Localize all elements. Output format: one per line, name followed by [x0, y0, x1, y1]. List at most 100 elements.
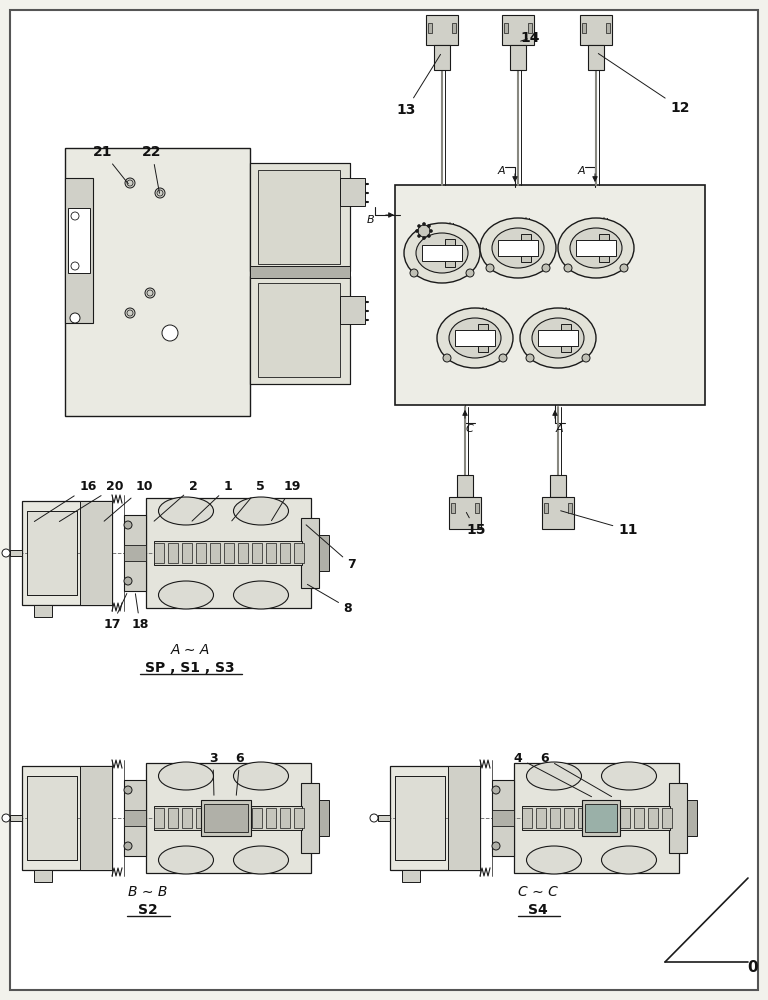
Text: 0: 0 — [748, 960, 758, 974]
Bar — [669, 783, 687, 853]
Bar — [455, 330, 495, 346]
Bar — [27, 776, 77, 860]
Bar — [168, 543, 178, 563]
Bar — [258, 170, 340, 264]
Bar — [395, 776, 445, 860]
Bar — [196, 808, 206, 828]
Text: 6: 6 — [541, 752, 611, 797]
Bar — [662, 808, 672, 828]
Bar — [10, 550, 22, 556]
Text: C: C — [465, 424, 473, 434]
Circle shape — [2, 549, 10, 557]
Bar — [550, 808, 560, 828]
Bar — [250, 163, 350, 271]
Bar — [576, 240, 616, 256]
Text: 1: 1 — [192, 481, 233, 521]
Bar — [564, 808, 574, 828]
Bar — [449, 497, 481, 529]
Bar — [10, 815, 22, 821]
Bar — [280, 808, 290, 828]
Bar — [65, 148, 250, 416]
Ellipse shape — [233, 497, 289, 525]
Bar — [238, 808, 248, 828]
Bar — [536, 808, 546, 828]
Circle shape — [429, 230, 432, 232]
Bar — [124, 810, 146, 826]
Ellipse shape — [527, 846, 581, 874]
Circle shape — [418, 234, 421, 237]
Circle shape — [526, 354, 534, 362]
Circle shape — [620, 264, 628, 272]
Bar — [544, 503, 548, 513]
Text: B: B — [367, 215, 375, 225]
Bar — [498, 240, 538, 256]
Bar — [395, 776, 445, 860]
Circle shape — [124, 842, 132, 850]
Bar — [521, 234, 531, 262]
Text: 19: 19 — [271, 481, 301, 521]
Bar — [510, 45, 526, 70]
Bar — [390, 766, 480, 870]
Bar — [426, 15, 458, 45]
Bar — [27, 511, 77, 595]
Bar — [445, 239, 455, 267]
Text: 3: 3 — [209, 752, 217, 795]
Bar — [528, 23, 532, 33]
Text: 14: 14 — [520, 31, 540, 45]
Text: 20: 20 — [59, 481, 124, 522]
Circle shape — [71, 212, 79, 220]
Circle shape — [71, 262, 79, 270]
Text: S4: S4 — [528, 903, 548, 917]
Bar — [204, 804, 248, 832]
Text: S2: S2 — [138, 903, 158, 917]
Bar — [124, 780, 146, 856]
Bar — [492, 810, 514, 826]
Bar — [428, 23, 432, 33]
Circle shape — [124, 521, 132, 529]
Circle shape — [145, 288, 155, 298]
Text: 15: 15 — [466, 512, 485, 537]
Ellipse shape — [233, 762, 289, 790]
Text: 13: 13 — [396, 54, 441, 117]
Bar — [301, 783, 319, 853]
Circle shape — [155, 188, 165, 198]
Text: 16: 16 — [35, 481, 97, 521]
Bar — [620, 808, 630, 828]
Bar — [27, 776, 77, 860]
Circle shape — [499, 354, 507, 362]
Bar — [182, 808, 192, 828]
Bar — [154, 808, 164, 828]
Bar — [210, 808, 220, 828]
Bar — [80, 501, 112, 605]
Bar — [452, 23, 456, 33]
Bar — [65, 178, 93, 323]
Text: 4: 4 — [514, 752, 591, 797]
Bar — [475, 503, 479, 513]
Text: S1: S1 — [588, 243, 604, 253]
Bar — [319, 535, 329, 571]
Bar — [319, 800, 329, 836]
Circle shape — [125, 308, 135, 318]
Bar — [502, 15, 534, 45]
Circle shape — [492, 842, 500, 850]
Bar — [585, 804, 617, 832]
Bar — [451, 503, 455, 513]
Bar — [34, 870, 52, 882]
Text: A: A — [578, 166, 584, 176]
Ellipse shape — [233, 581, 289, 609]
Bar — [154, 806, 302, 830]
Bar — [514, 763, 679, 873]
Circle shape — [410, 269, 418, 277]
Text: 2: 2 — [154, 481, 197, 521]
Bar — [522, 808, 532, 828]
Ellipse shape — [158, 497, 214, 525]
Circle shape — [422, 236, 425, 239]
Bar — [340, 296, 365, 324]
Circle shape — [370, 814, 378, 822]
Bar — [687, 800, 697, 836]
Circle shape — [428, 225, 430, 228]
Text: B ∼ B: B ∼ B — [128, 885, 167, 899]
Ellipse shape — [158, 846, 214, 874]
Ellipse shape — [437, 308, 513, 368]
Circle shape — [486, 264, 494, 272]
